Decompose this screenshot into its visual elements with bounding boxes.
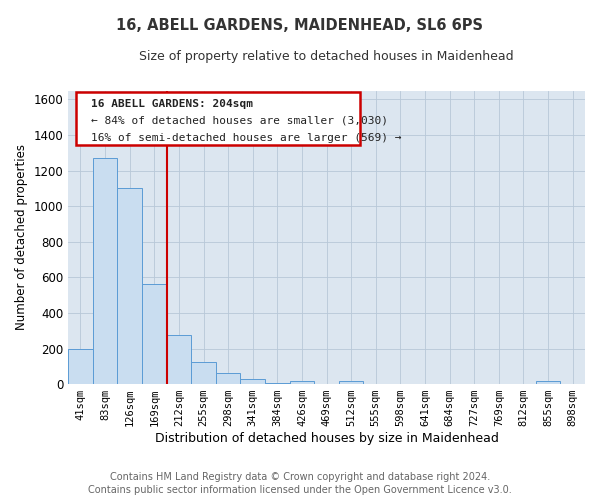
FancyBboxPatch shape [76, 92, 360, 145]
Bar [191, 362, 216, 384]
Text: 16 ABELL GARDENS: 204sqm: 16 ABELL GARDENS: 204sqm [91, 100, 253, 110]
Title: Size of property relative to detached houses in Maidenhead: Size of property relative to detached ho… [139, 50, 514, 63]
Bar [536, 382, 560, 384]
Text: ← 84% of detached houses are smaller (3,030): ← 84% of detached houses are smaller (3,… [91, 116, 388, 126]
Bar [118, 188, 142, 384]
Text: Contains HM Land Registry data © Crown copyright and database right 2024.: Contains HM Land Registry data © Crown c… [110, 472, 490, 482]
Bar [142, 284, 167, 384]
Bar [93, 158, 118, 384]
Y-axis label: Number of detached properties: Number of detached properties [15, 144, 28, 330]
X-axis label: Distribution of detached houses by size in Maidenhead: Distribution of detached houses by size … [155, 432, 499, 445]
Bar [216, 372, 241, 384]
Text: 16, ABELL GARDENS, MAIDENHEAD, SL6 6PS: 16, ABELL GARDENS, MAIDENHEAD, SL6 6PS [116, 18, 484, 32]
Bar [167, 335, 191, 384]
Text: 16% of semi-detached houses are larger (569) →: 16% of semi-detached houses are larger (… [91, 133, 402, 143]
Bar [241, 378, 265, 384]
Bar [265, 383, 290, 384]
Bar [339, 382, 364, 384]
Bar [290, 382, 314, 384]
Text: Contains public sector information licensed under the Open Government Licence v3: Contains public sector information licen… [88, 485, 512, 495]
Bar [68, 348, 93, 384]
